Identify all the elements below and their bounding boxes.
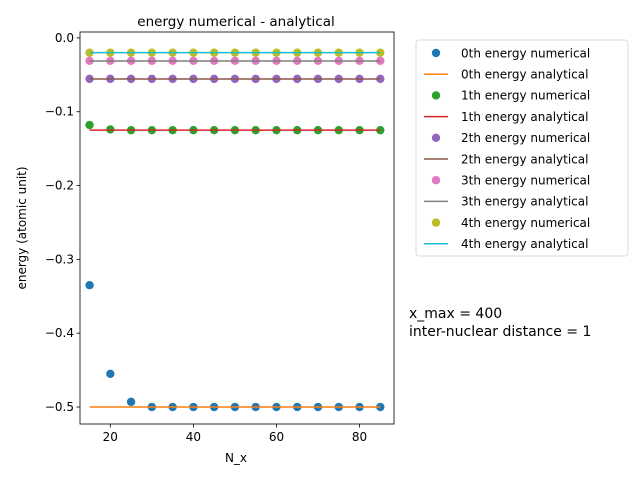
legend: 0th energy numerical 0th energy analytica… (415, 39, 629, 257)
legend-label: 2th energy analytical (461, 152, 588, 166)
legend-item: 0th energy analytical (424, 68, 588, 82)
legend-marker-swatch (431, 176, 441, 185)
legend-item: 3th energy numerical (431, 174, 590, 188)
x-tick-label: 80 (352, 430, 367, 444)
data-point (126, 397, 136, 407)
legend-item: 4th energy numerical (431, 216, 590, 230)
data-point (85, 120, 94, 130)
y-tick-label: −0.2 (45, 179, 74, 193)
legend-frame (415, 39, 629, 257)
x-tick-label: 60 (269, 430, 284, 444)
y-tick-label: −0.5 (45, 400, 74, 414)
chart-title: energy numerical - analytical (137, 14, 334, 30)
legend-label: 1th energy analytical (461, 110, 588, 124)
legend-label: 2th energy numerical (461, 131, 590, 145)
legend-label: 3th energy analytical (461, 195, 588, 209)
series-8 (85, 48, 385, 57)
data-point (106, 369, 115, 378)
legend-label: 1th energy numerical (461, 89, 590, 103)
legend-item: 0th energy numerical (431, 46, 590, 60)
axes-frame (79, 31, 395, 425)
y-axis-label: energy (atomic unit) (15, 166, 29, 289)
legend-label: 3th energy numerical (461, 174, 590, 188)
legend-label: 0th energy numerical (461, 46, 590, 60)
plot-area: 20 40 60 80 0.0 −0.1 −0.2 −0.3 −0.4 −0.5 (45, 31, 395, 444)
legend-item: 1th energy numerical (431, 89, 590, 103)
legend-label: 4th energy analytical (461, 237, 588, 251)
y-tick-label: −0.4 (45, 326, 74, 340)
legend-item: 1th energy analytical (424, 110, 588, 124)
legend-item: 2th energy numerical (431, 131, 590, 145)
legend-label: 4th energy numerical (461, 216, 590, 230)
y-tick-label: −0.1 (45, 105, 74, 119)
data-point (85, 281, 94, 290)
chart-marks (85, 48, 385, 412)
legend-item: 3th energy analytical (424, 195, 588, 209)
legend-marker-swatch (431, 91, 441, 100)
legend-marker-swatch (431, 48, 441, 58)
legend-marker-swatch (431, 133, 441, 142)
annotation-x-max: x_max = 400 (409, 306, 502, 322)
x-axis-label: N_x (225, 451, 247, 465)
x-tick-label: 40 (186, 430, 201, 444)
legend-item: 2th energy analytical (424, 152, 588, 166)
x-tick-label: 20 (103, 430, 118, 444)
y-tick-label: 0.0 (55, 31, 74, 45)
legend-item: 4th energy analytical (424, 237, 588, 251)
annotation-inter-nuclear-distance: inter-nuclear distance = 1 (409, 324, 591, 340)
axis-ticks: 20 40 60 80 0.0 −0.1 −0.2 −0.3 −0.4 −0.5 (45, 31, 367, 444)
series-0 (85, 281, 385, 412)
legend-marker-swatch (431, 218, 441, 227)
y-tick-label: −0.3 (45, 252, 74, 266)
legend-label: 0th energy analytical (461, 68, 588, 82)
